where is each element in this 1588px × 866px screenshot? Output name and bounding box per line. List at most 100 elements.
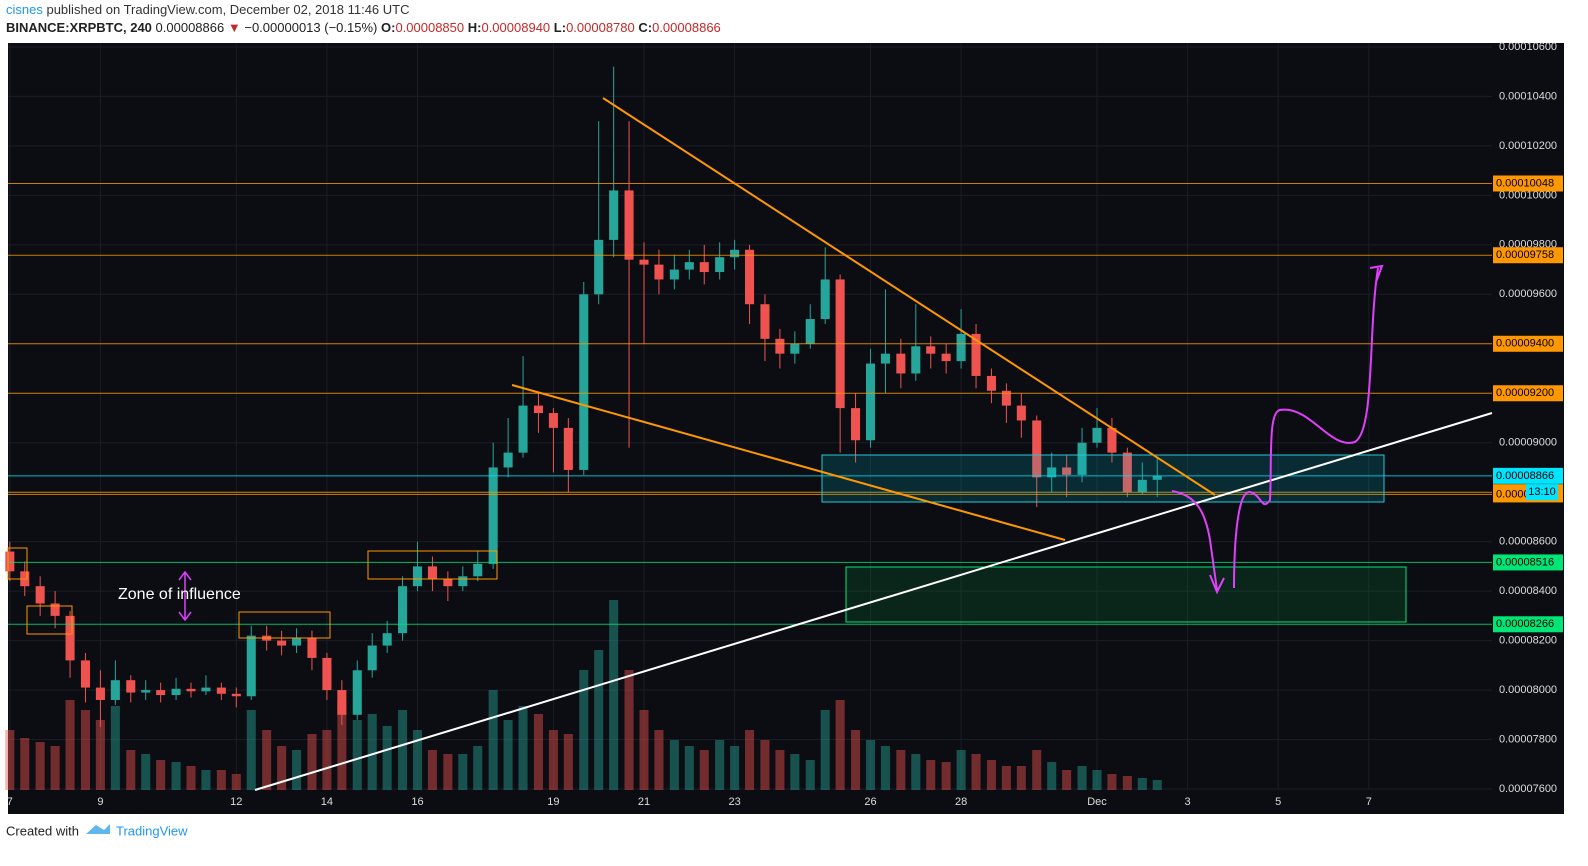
level-label-box xyxy=(1493,175,1563,192)
volume-bar xyxy=(986,760,996,790)
candle-body xyxy=(654,264,664,280)
candle-body xyxy=(971,333,981,376)
candle-body xyxy=(171,688,181,696)
brand[interactable]: TradingView xyxy=(116,823,188,838)
volume-bar xyxy=(352,720,362,790)
volume-bar xyxy=(246,710,256,790)
plot-area xyxy=(8,43,1492,790)
volume-bar xyxy=(851,730,861,790)
x-tick-label: 21 xyxy=(638,796,650,808)
candle-body xyxy=(292,638,302,646)
volume-bar xyxy=(126,750,136,790)
volume-bar xyxy=(35,742,45,790)
candle-body xyxy=(941,353,951,362)
candle-body xyxy=(579,294,589,470)
candle-body xyxy=(367,645,377,671)
countdown: 13:10 xyxy=(1528,486,1556,498)
trend-line xyxy=(511,384,1066,541)
volume-bar xyxy=(20,738,30,790)
level-label-box xyxy=(1493,335,1563,352)
x-tick-label: 16 xyxy=(411,796,423,808)
candle-body xyxy=(1122,452,1132,493)
candle-body xyxy=(609,190,619,240)
volume-bar xyxy=(95,720,105,790)
candle-body xyxy=(911,346,921,374)
volume-bar xyxy=(398,710,408,790)
drawings: Zone of influence xyxy=(7,97,1493,791)
candle-body xyxy=(337,690,347,715)
y-tick-label: 0.00010200 xyxy=(1499,140,1557,152)
volume-bar xyxy=(141,754,151,790)
volume-bar xyxy=(865,740,876,790)
y-tick-label: 0.00007600 xyxy=(1499,783,1557,795)
l-label: L: xyxy=(554,20,566,35)
volume-bar xyxy=(382,726,392,790)
header-line-2: BINANCE:XRPBTC, 240 0.00008866 ▼ −0.0000… xyxy=(6,20,721,35)
volume-bar xyxy=(548,730,558,790)
zone-box xyxy=(7,547,28,580)
volume-bar xyxy=(880,746,890,790)
volume-bar xyxy=(669,740,679,790)
volume-bar xyxy=(1001,766,1011,790)
x-tick-label: 7 xyxy=(1366,796,1372,808)
price-axis xyxy=(1492,43,1564,790)
volume-bar xyxy=(684,746,694,790)
volume-bar xyxy=(1047,762,1057,790)
target-box xyxy=(845,566,1407,623)
candle-body xyxy=(548,413,558,428)
volume-bar xyxy=(1107,774,1117,790)
volume-bar xyxy=(473,746,483,790)
volume-bar xyxy=(216,770,226,790)
candle-body xyxy=(865,363,876,441)
x-tick-label: 28 xyxy=(955,796,967,808)
candle-body xyxy=(216,687,226,694)
level-label-box xyxy=(1493,616,1563,633)
candle-body xyxy=(141,690,151,693)
volume-bar xyxy=(533,714,543,790)
volume-bar xyxy=(1016,766,1026,790)
volume-bar xyxy=(427,750,437,790)
candle-body xyxy=(745,249,755,305)
zone-box xyxy=(367,550,498,580)
l: 0.00008780 xyxy=(566,20,635,35)
volume-bar xyxy=(609,600,619,790)
countdown-box xyxy=(1526,484,1558,501)
candle-body xyxy=(669,269,679,280)
volume-bar xyxy=(1137,778,1147,790)
candle-body xyxy=(760,304,770,339)
c: 0.00008866 xyxy=(652,20,721,35)
volume-bar xyxy=(80,710,90,790)
volume-bar xyxy=(730,746,740,790)
candle-body xyxy=(926,346,936,354)
candle-body xyxy=(775,338,785,354)
projection-arrow xyxy=(1171,490,1225,595)
series-layer xyxy=(5,43,1492,790)
level-label: 0.00008866 xyxy=(1496,470,1554,482)
volume-bar xyxy=(1077,766,1087,790)
volume-bar xyxy=(563,734,573,790)
x-tick-label: Dec xyxy=(1087,796,1107,808)
y-tick-label: 0.00008600 xyxy=(1499,536,1557,548)
x-tick-label: 23 xyxy=(728,796,740,808)
candle-body xyxy=(805,319,815,344)
volume-bar xyxy=(624,670,634,790)
author[interactable]: cisnes xyxy=(6,2,43,17)
volume-bar xyxy=(820,710,830,790)
candle-body xyxy=(533,405,543,414)
volume-bar xyxy=(956,750,966,790)
candle-body xyxy=(639,259,649,265)
volume-bar xyxy=(594,650,604,790)
volume-bar xyxy=(518,706,528,790)
volume-bar xyxy=(307,734,317,790)
volume-bar xyxy=(231,774,241,790)
published: published on TradingView.com, December 0… xyxy=(43,2,410,17)
candle-body xyxy=(880,353,890,364)
volume-bar xyxy=(5,730,15,790)
volume-bar xyxy=(367,714,377,790)
candle-body xyxy=(563,427,573,470)
volume-bar xyxy=(790,754,800,790)
time-axis xyxy=(8,790,1564,814)
volume-bar xyxy=(971,754,981,790)
candle-body xyxy=(186,688,196,692)
